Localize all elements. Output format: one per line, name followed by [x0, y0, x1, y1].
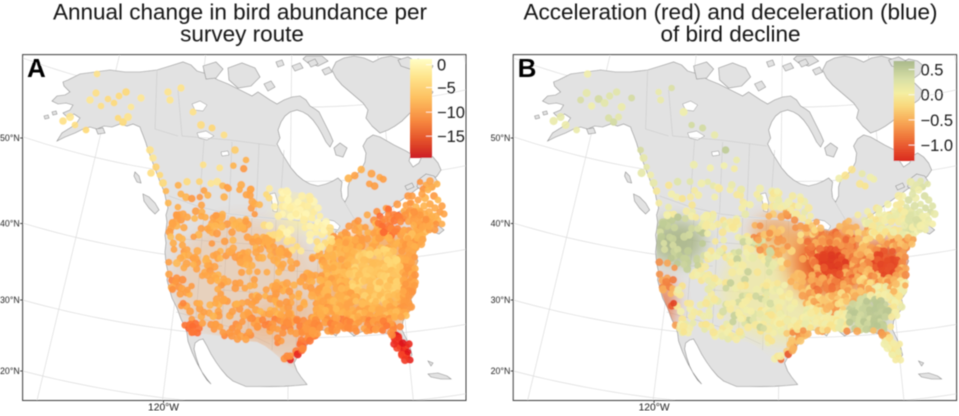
svg-text:0.5: 0.5	[921, 61, 944, 79]
svg-text:30°N: 30°N	[0, 295, 20, 305]
svg-text:120°W: 120°W	[639, 403, 670, 411]
svg-text:Annual change in bird abundanc: Annual change in bird abundance per	[53, 0, 428, 25]
svg-text:−5: −5	[437, 79, 456, 97]
svg-text:−1.0: −1.0	[921, 137, 954, 155]
svg-text:−15: −15	[437, 128, 465, 146]
svg-text:of bird decline: of bird decline	[660, 22, 800, 47]
svg-text:20°N: 20°N	[491, 366, 511, 376]
svg-text:−0.5: −0.5	[921, 112, 954, 130]
svg-text:survey route: survey route	[180, 22, 304, 47]
svg-text:0.0: 0.0	[921, 87, 944, 105]
svg-text:−10: −10	[437, 104, 465, 122]
svg-text:40°N: 40°N	[0, 219, 20, 229]
svg-text:Acceleration (red) and deceler: Acceleration (red) and deceleration (blu…	[524, 0, 938, 25]
svg-text:0: 0	[437, 57, 446, 75]
svg-text:50°N: 50°N	[0, 133, 20, 143]
svg-text:30°N: 30°N	[491, 295, 511, 305]
svg-text:B: B	[518, 53, 537, 83]
svg-text:20°N: 20°N	[0, 366, 20, 376]
svg-text:50°N: 50°N	[491, 133, 511, 143]
svg-text:A: A	[27, 53, 46, 83]
svg-text:40°N: 40°N	[491, 219, 511, 229]
svg-text:120°W: 120°W	[148, 403, 179, 411]
